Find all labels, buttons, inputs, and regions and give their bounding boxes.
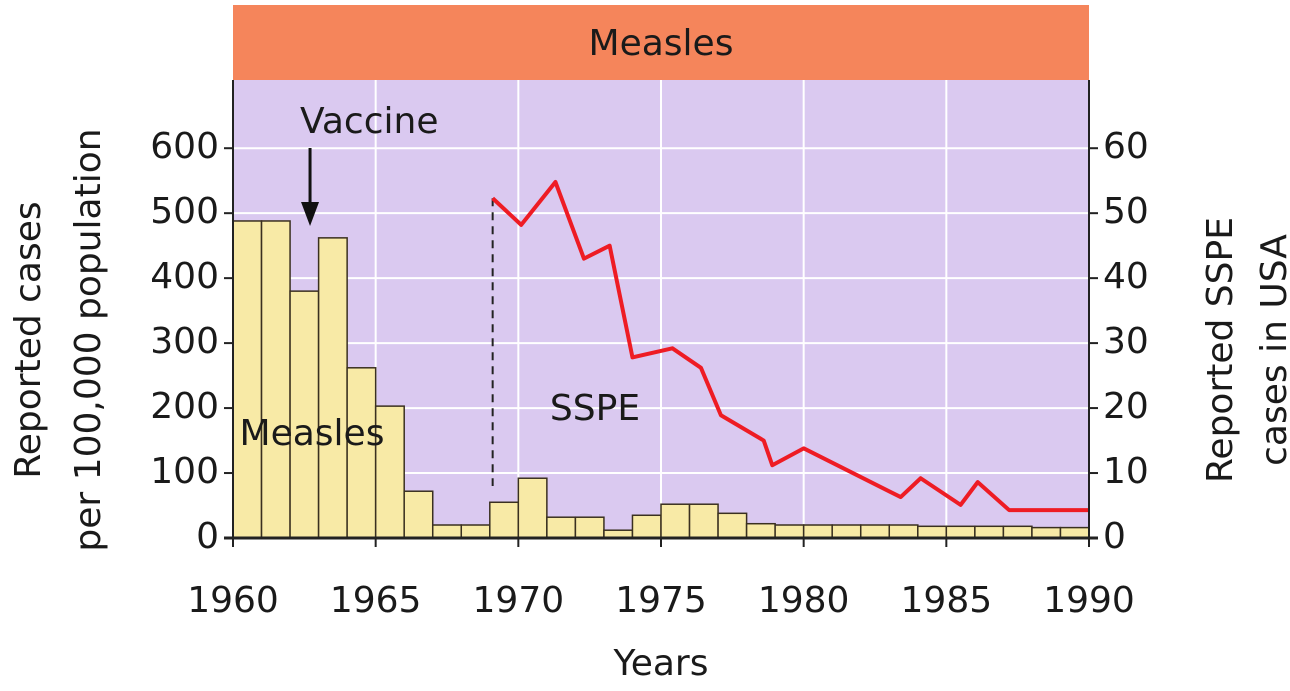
x-tick-label: 1990 (1043, 580, 1135, 621)
bar (888, 524, 919, 539)
y2-tick-label: 40 (1103, 256, 1149, 297)
x-tick-label: 1975 (615, 580, 707, 621)
y-axis-title: per 100,000 population (68, 128, 109, 551)
x-axis-title: Years (613, 643, 709, 684)
band-label: Measles (589, 23, 734, 64)
y2-axis-title: Reported SSPE (1200, 217, 1241, 483)
y-axis-title: Reported cases (8, 201, 49, 478)
y2-tick-label: 10 (1103, 451, 1149, 492)
annotation: Vaccine (300, 101, 438, 142)
y2-tick-label: 20 (1103, 386, 1149, 427)
bar (917, 525, 948, 539)
bar (974, 525, 1005, 539)
bar (403, 490, 434, 539)
x-tick-label: 1960 (187, 580, 279, 621)
bar (802, 524, 833, 539)
bar (232, 220, 263, 539)
bar (859, 524, 891, 539)
bar (460, 524, 491, 539)
bar (660, 503, 691, 539)
bar (489, 501, 520, 539)
bar (1059, 526, 1090, 539)
bar (1031, 526, 1062, 539)
annotation-arrowhead (301, 202, 320, 226)
bar (260, 220, 291, 539)
bar (745, 522, 776, 539)
bar (431, 524, 463, 539)
bar (831, 524, 862, 539)
bar (546, 516, 577, 539)
y2-tick-label: 0 (1103, 516, 1126, 557)
y-tick-label: 600 (150, 126, 219, 167)
bar (1002, 525, 1033, 539)
series-label: SSPE (550, 388, 640, 429)
bar (317, 237, 348, 539)
bar (774, 524, 805, 539)
bar (374, 405, 405, 539)
x-tick-label: 1965 (330, 580, 422, 621)
bar (517, 477, 548, 539)
bar (945, 525, 976, 539)
bar (688, 503, 719, 539)
y-tick-label: 200 (150, 386, 219, 427)
y2-tick-label: 50 (1103, 191, 1149, 232)
y-tick-label: 500 (150, 191, 219, 232)
y-tick-label: 0 (196, 516, 219, 557)
line (491, 179, 1089, 513)
bar (631, 514, 662, 539)
y-tick-label: 100 (150, 451, 219, 492)
y-tick-label: 300 (150, 321, 219, 362)
y-tick-label: 400 (150, 256, 219, 297)
y2-tick-label: 60 (1103, 126, 1149, 167)
y2-tick-label: 30 (1103, 321, 1149, 362)
x-tick-label: 1985 (901, 580, 993, 621)
x-tick-label: 1970 (473, 580, 565, 621)
bar (717, 512, 748, 539)
title-band (233, 5, 1089, 80)
y2-axis-title: cases in USA (1254, 234, 1290, 466)
bar (574, 516, 605, 539)
series-label: Measles (240, 413, 385, 454)
x-tick-label: 1980 (758, 580, 850, 621)
bar (346, 367, 377, 539)
